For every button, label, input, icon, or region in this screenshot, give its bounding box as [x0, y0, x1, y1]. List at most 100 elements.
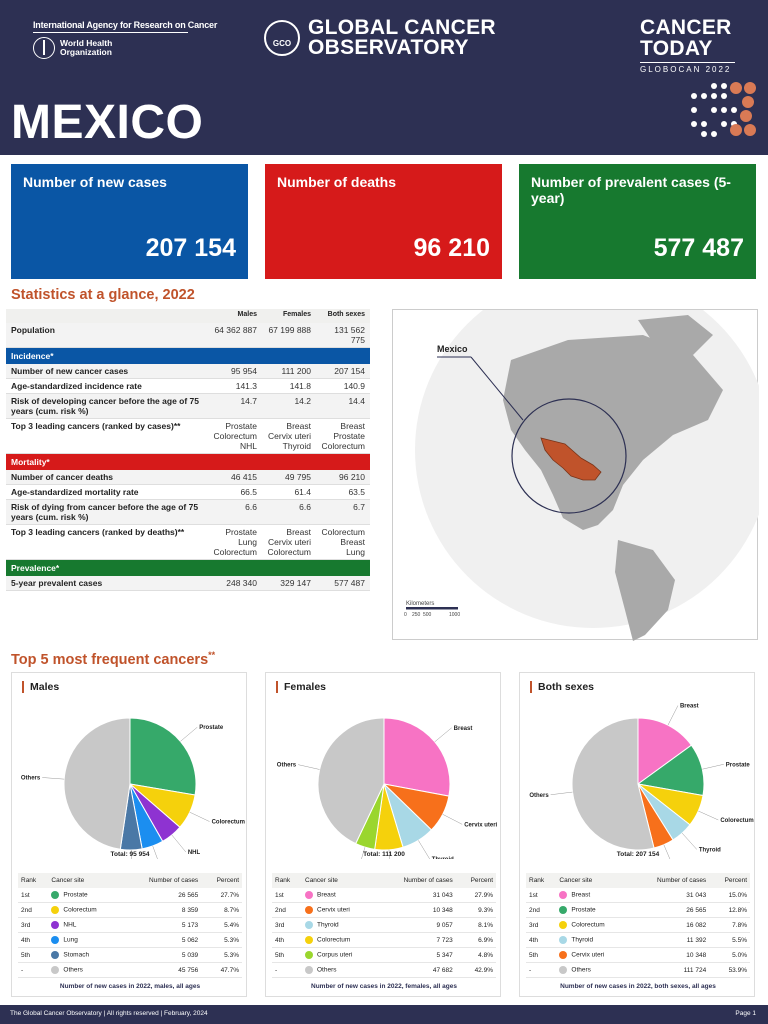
- cases-cell: 26 565: [122, 888, 202, 903]
- stats-cell: 66.5: [208, 484, 262, 500]
- table-row: 3rd Thyroid 9 057 8.1%: [272, 917, 496, 933]
- table-row: 4th Lung 5 062 5.3%: [18, 932, 242, 948]
- stats-cell: Breast Cervix uteri Thyroid: [262, 418, 316, 454]
- stats-cell: Breast Cervix uteri Colorectum: [262, 524, 316, 560]
- cases-cell: 16 082: [630, 917, 710, 933]
- stats-section-title: Statistics at a glance, 2022: [11, 287, 195, 303]
- pie-leader-line: [702, 764, 724, 770]
- rank-cell: 1st: [272, 888, 302, 903]
- cases-cell: 8 359: [122, 902, 202, 918]
- cases-cell: 5 039: [122, 947, 202, 963]
- cases-cell: 10 348: [377, 902, 456, 918]
- pie-leader-line: [550, 791, 573, 796]
- card-footnote: Number of new cases in 2022, both sexes,…: [560, 983, 716, 990]
- percent-cell: 9.3%: [455, 902, 496, 918]
- stats-cell: 248 340: [208, 576, 262, 591]
- top5-col-header: Number of cases: [377, 873, 456, 888]
- site-name: Others: [317, 966, 337, 974]
- site-cell: Others: [302, 962, 378, 978]
- percent-cell: 8.1%: [455, 917, 496, 933]
- rank-cell: 2nd: [272, 902, 302, 918]
- world-map: Mexico Kilometers 0 250 500 1000: [392, 272, 768, 641]
- legend-dot-icon: [305, 906, 313, 914]
- card-females: Females Breast Cervix uteri Thyroid Colorect…: [265, 672, 501, 997]
- stats-row: Number of cancer deaths 46 415 49 795 96 21…: [6, 470, 370, 485]
- stats-row: Age-standardized mortality rate 66.5 61.4 6…: [6, 484, 370, 500]
- card-footnote: Number of new cases in 2022, males, all …: [59, 983, 201, 990]
- who-line1: World Health: [60, 38, 113, 48]
- site-cell: Others: [556, 962, 630, 978]
- rank-cell: 2nd: [526, 902, 557, 918]
- legend-dot-icon: [305, 951, 313, 959]
- stats-cell: Colorectum Breast Lung: [316, 524, 370, 560]
- site-name: Breast: [571, 891, 591, 899]
- pie-slice: [383, 717, 451, 797]
- site-cell: Colorectum: [302, 932, 378, 948]
- stats-cell: 49 795: [262, 470, 316, 485]
- top5-col-header: Cancer site: [48, 873, 122, 888]
- kpi-label: Number of deaths: [277, 174, 397, 190]
- who-logo: World Health Organization: [33, 37, 112, 59]
- site-cell: Prostate: [556, 902, 630, 918]
- decorative-dots-icon: [691, 82, 756, 137]
- percent-cell: 27.7%: [201, 888, 242, 903]
- stats-cell: 6.6: [262, 499, 316, 525]
- top5-col-header: Number of cases: [122, 873, 202, 888]
- top5-col-header: Number of cases: [630, 873, 710, 888]
- percent-cell: 5.4%: [201, 917, 242, 933]
- who-line2: Organization: [60, 47, 112, 57]
- stats-row: Number of new cancer cases 95 954 111 200 2…: [6, 364, 370, 379]
- pie-label: Thyroid: [699, 847, 721, 853]
- site-name: NHL: [63, 921, 77, 929]
- country-mexico: [540, 437, 602, 481]
- card-footnote: Number of new cases in 2022, females, al…: [311, 983, 457, 990]
- pie-leader-line: [434, 727, 452, 743]
- percent-cell: 5.5%: [709, 932, 750, 948]
- stats-row: Risk of dying from cancer before the age…: [6, 499, 370, 525]
- site-name: Prostate: [571, 906, 596, 914]
- cases-cell: 111 724: [630, 962, 710, 978]
- rank-cell: 1st: [526, 888, 557, 903]
- rank-cell: 1st: [18, 888, 49, 903]
- percent-cell: 6.9%: [455, 932, 496, 948]
- site-name: Colorectum: [571, 921, 605, 929]
- pie-leader-line: [189, 811, 210, 822]
- ct-line2: TODAY: [640, 37, 713, 60]
- stats-cell: 95 954: [208, 364, 262, 379]
- site-cell: Others: [48, 962, 122, 978]
- percent-cell: 12.8%: [709, 902, 750, 918]
- cases-cell: 9 057: [377, 917, 456, 933]
- rank-cell: 3rd: [18, 917, 49, 933]
- stats-row-label: Number of new cancer cases: [6, 364, 208, 379]
- site-cell: Prostate: [48, 888, 122, 903]
- stats-row: Top 3 leading cancers (ranked by deaths)…: [6, 524, 370, 560]
- legend-dot-icon: [51, 891, 60, 899]
- pie-slice: [63, 717, 131, 850]
- pie-leader-line: [388, 849, 390, 859]
- stats-row: Risk of developing cancer before the age…: [6, 393, 370, 419]
- legend-dot-icon: [559, 921, 568, 929]
- kpi-value: 577 487: [653, 234, 744, 262]
- gco-logo: GCO GLOBAL CANCER OBSERVATORY: [264, 17, 496, 58]
- site-cell: NHL: [48, 917, 122, 933]
- site-name: Others: [63, 966, 83, 974]
- site-cell: Colorectum: [48, 902, 122, 918]
- stats-row-label: Population: [6, 323, 208, 348]
- stats-cell: 131 562 775: [316, 323, 370, 348]
- pie-leader-line: [663, 844, 671, 859]
- site-cell: Colorectum: [556, 917, 630, 933]
- site-cell: Breast: [556, 888, 630, 903]
- percent-cell: 4.8%: [455, 947, 496, 963]
- site-name: Cervix uteri: [317, 906, 350, 914]
- stats-cell: 577 487: [316, 576, 370, 591]
- site-name: Thyroid: [571, 936, 594, 944]
- table-row: 5th Stomach 5 039 5.3%: [18, 947, 242, 963]
- percent-cell: 5.3%: [201, 947, 242, 963]
- landmass-south-america: [615, 540, 675, 641]
- cases-cell: 31 043: [630, 888, 710, 903]
- top5-table: Rank Cancer site Number of cases Percent 1st…: [526, 873, 750, 978]
- top5-title-mark: **: [208, 650, 216, 660]
- stats-cell: 63.5: [316, 484, 370, 500]
- card-title: Males: [22, 681, 59, 693]
